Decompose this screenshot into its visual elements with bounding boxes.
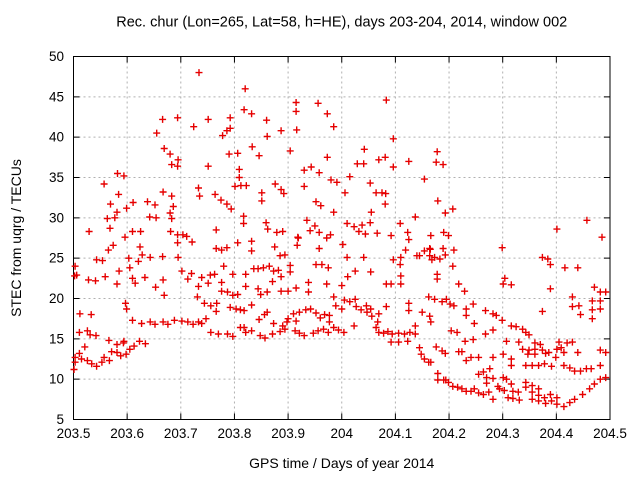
x-tick-label: 203.7 <box>164 426 198 441</box>
chart-title: Rec. chur (Lon=265, Lat=58, h=HE), days … <box>116 15 567 31</box>
scatter-points <box>70 69 610 411</box>
y-tick-label: 35 <box>49 170 64 185</box>
y-tick-label: 5 <box>56 412 64 427</box>
x-tick-label: 203.6 <box>110 426 144 441</box>
x-tick-labels: 203.5 203.6 203.7 203.8 203.9 204 204.1 204.2 20… <box>57 426 627 441</box>
x-tick-label: 204.5 <box>593 426 627 441</box>
x-tick-label: 203.5 <box>57 426 91 441</box>
y-tick-label: 25 <box>49 251 64 266</box>
y-tick-label: 30 <box>49 210 64 225</box>
x-tick-label: 204.1 <box>379 426 413 441</box>
y-tick-label: 40 <box>49 130 64 145</box>
x-tick-label: 203.8 <box>218 426 252 441</box>
x-tick-label: 204.3 <box>486 426 520 441</box>
y-tick-labels: 5 10 15 20 25 30 35 40 45 50 <box>49 49 64 427</box>
x-axis-label: GPS time / Days of year 2014 <box>249 455 434 471</box>
axis-ticks <box>73 56 611 420</box>
y-tick-label: 10 <box>49 372 64 387</box>
x-tick-label: 204 <box>330 426 353 441</box>
y-tick-label: 20 <box>49 291 64 306</box>
x-tick-label: 204.4 <box>539 426 573 441</box>
x-tick-label: 203.9 <box>271 426 305 441</box>
y-tick-label: 50 <box>49 49 64 64</box>
y-axis-label: STEC from uqrg / TECUs <box>8 159 24 317</box>
y-tick-label: 15 <box>49 331 64 346</box>
y-tick-label: 45 <box>49 89 64 104</box>
x-tick-label: 204.2 <box>432 426 466 441</box>
grid-lines <box>73 56 610 420</box>
